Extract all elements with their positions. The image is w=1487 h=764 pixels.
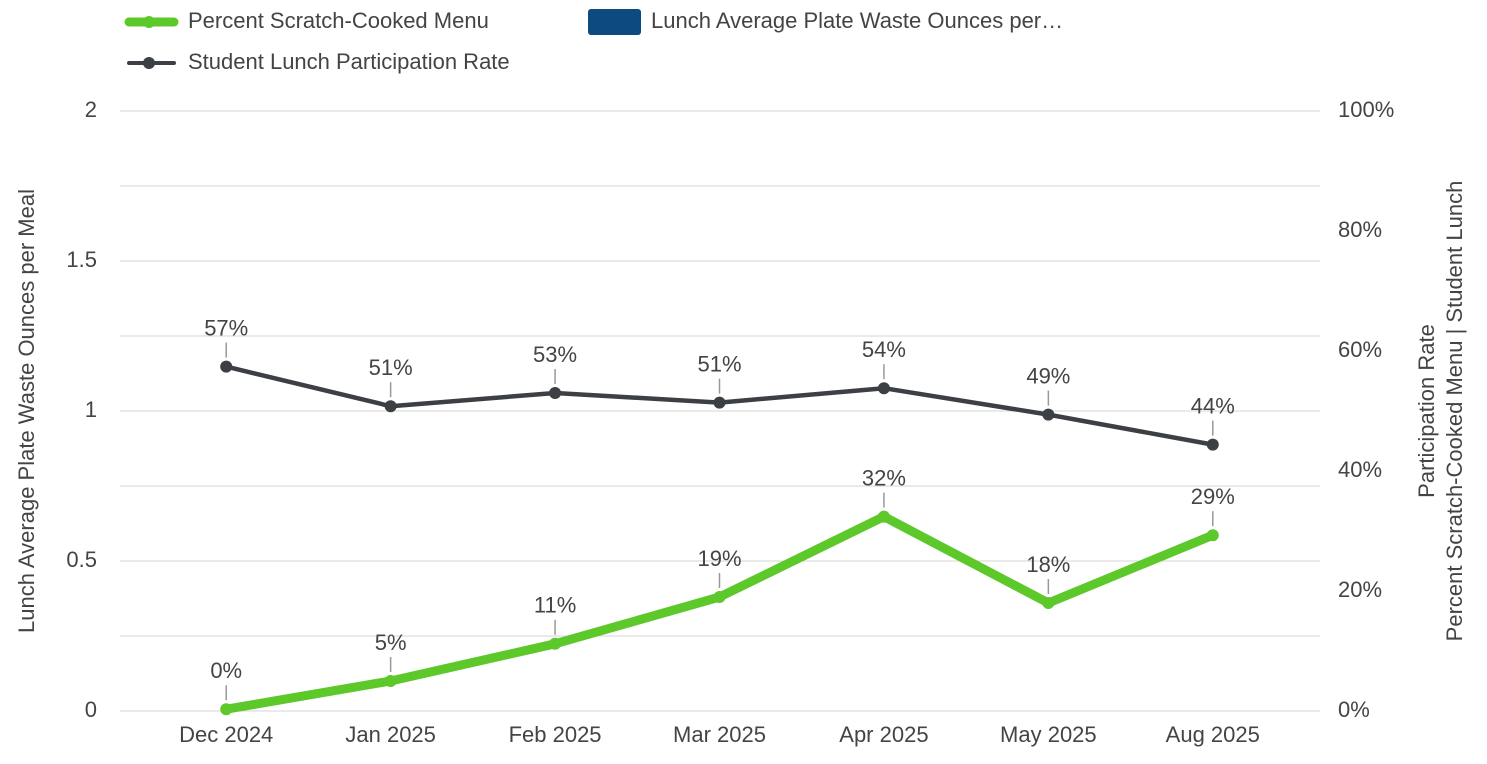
- legend-label: Student Lunch Participation Rate: [188, 49, 510, 74]
- data-point: [1042, 597, 1055, 609]
- y2-axis-title: Participation Rate: [1414, 324, 1439, 498]
- data-label: 51%: [369, 355, 413, 380]
- data-point: [220, 703, 233, 716]
- data-point: [549, 387, 562, 399]
- x-tick-label: Dec 2024: [179, 722, 273, 747]
- y2-axis-title: Percent Scratch-Cooked Menu | Student Lu…: [1442, 181, 1467, 642]
- data-point: [1206, 529, 1219, 542]
- data-point: [1042, 408, 1055, 421]
- y2-tick-label: 40%: [1338, 457, 1382, 482]
- data-point: [384, 400, 397, 413]
- y-axis-title: Lunch Average Plate Waste Ounces per Mea…: [14, 189, 39, 633]
- data-label: 57%: [204, 315, 248, 340]
- y2-tick-label: 0%: [1338, 697, 1370, 722]
- x-tick-label: Apr 2025: [839, 722, 928, 747]
- y2-tick-label: 20%: [1338, 577, 1382, 602]
- y2-tick-label: 80%: [1338, 217, 1382, 242]
- data-point: [713, 396, 726, 409]
- data-label: 11%: [534, 593, 576, 618]
- data-point: [713, 591, 726, 603]
- data-label: 51%: [697, 351, 741, 376]
- legend-item: Lunch Average Plate Waste Ounces per…: [588, 8, 1063, 35]
- data-point: [384, 675, 397, 687]
- y-tick-label: 1.5: [66, 247, 97, 272]
- legend-label: Percent Scratch-Cooked Menu: [188, 8, 489, 33]
- data-label: 54%: [862, 337, 906, 362]
- data-point: [1206, 438, 1219, 451]
- y-tick-label: 2: [85, 97, 97, 122]
- data-point: [220, 360, 233, 373]
- data-label: 19%: [697, 546, 741, 571]
- data-label: 32%: [862, 465, 906, 490]
- data-label: 53%: [533, 342, 577, 367]
- data-point: [549, 637, 562, 650]
- data-label: 49%: [1026, 363, 1070, 388]
- legend-item: Percent Scratch-Cooked Menu: [124, 8, 489, 33]
- y2-tick-label: 100%: [1338, 97, 1394, 122]
- x-tick-label: Jan 2025: [345, 722, 436, 747]
- y-tick-label: 0: [85, 697, 97, 722]
- legend-item: Student Lunch Participation Rate: [127, 49, 510, 74]
- x-tick-label: May 2025: [1000, 722, 1097, 747]
- data-label: 44%: [1191, 393, 1235, 418]
- data-label: 0%: [210, 658, 242, 683]
- data-label: 5%: [375, 630, 407, 655]
- x-tick-label: Mar 2025: [673, 722, 766, 747]
- y-tick-label: 0.5: [66, 547, 97, 572]
- data-label: 29%: [1191, 484, 1235, 509]
- legend-swatch: [588, 9, 641, 35]
- legend-swatch-marker: [143, 57, 155, 69]
- data-point: [877, 382, 890, 395]
- data-label: 18%: [1026, 552, 1070, 577]
- legend-swatch-marker: [143, 16, 155, 28]
- x-tick-label: Aug 2025: [1166, 722, 1260, 747]
- y-tick-label: 1: [85, 397, 97, 422]
- data-point: [877, 510, 890, 523]
- x-tick-label: Feb 2025: [509, 722, 602, 747]
- legend-label: Lunch Average Plate Waste Ounces per…: [651, 8, 1063, 33]
- y2-tick-label: 60%: [1338, 337, 1382, 362]
